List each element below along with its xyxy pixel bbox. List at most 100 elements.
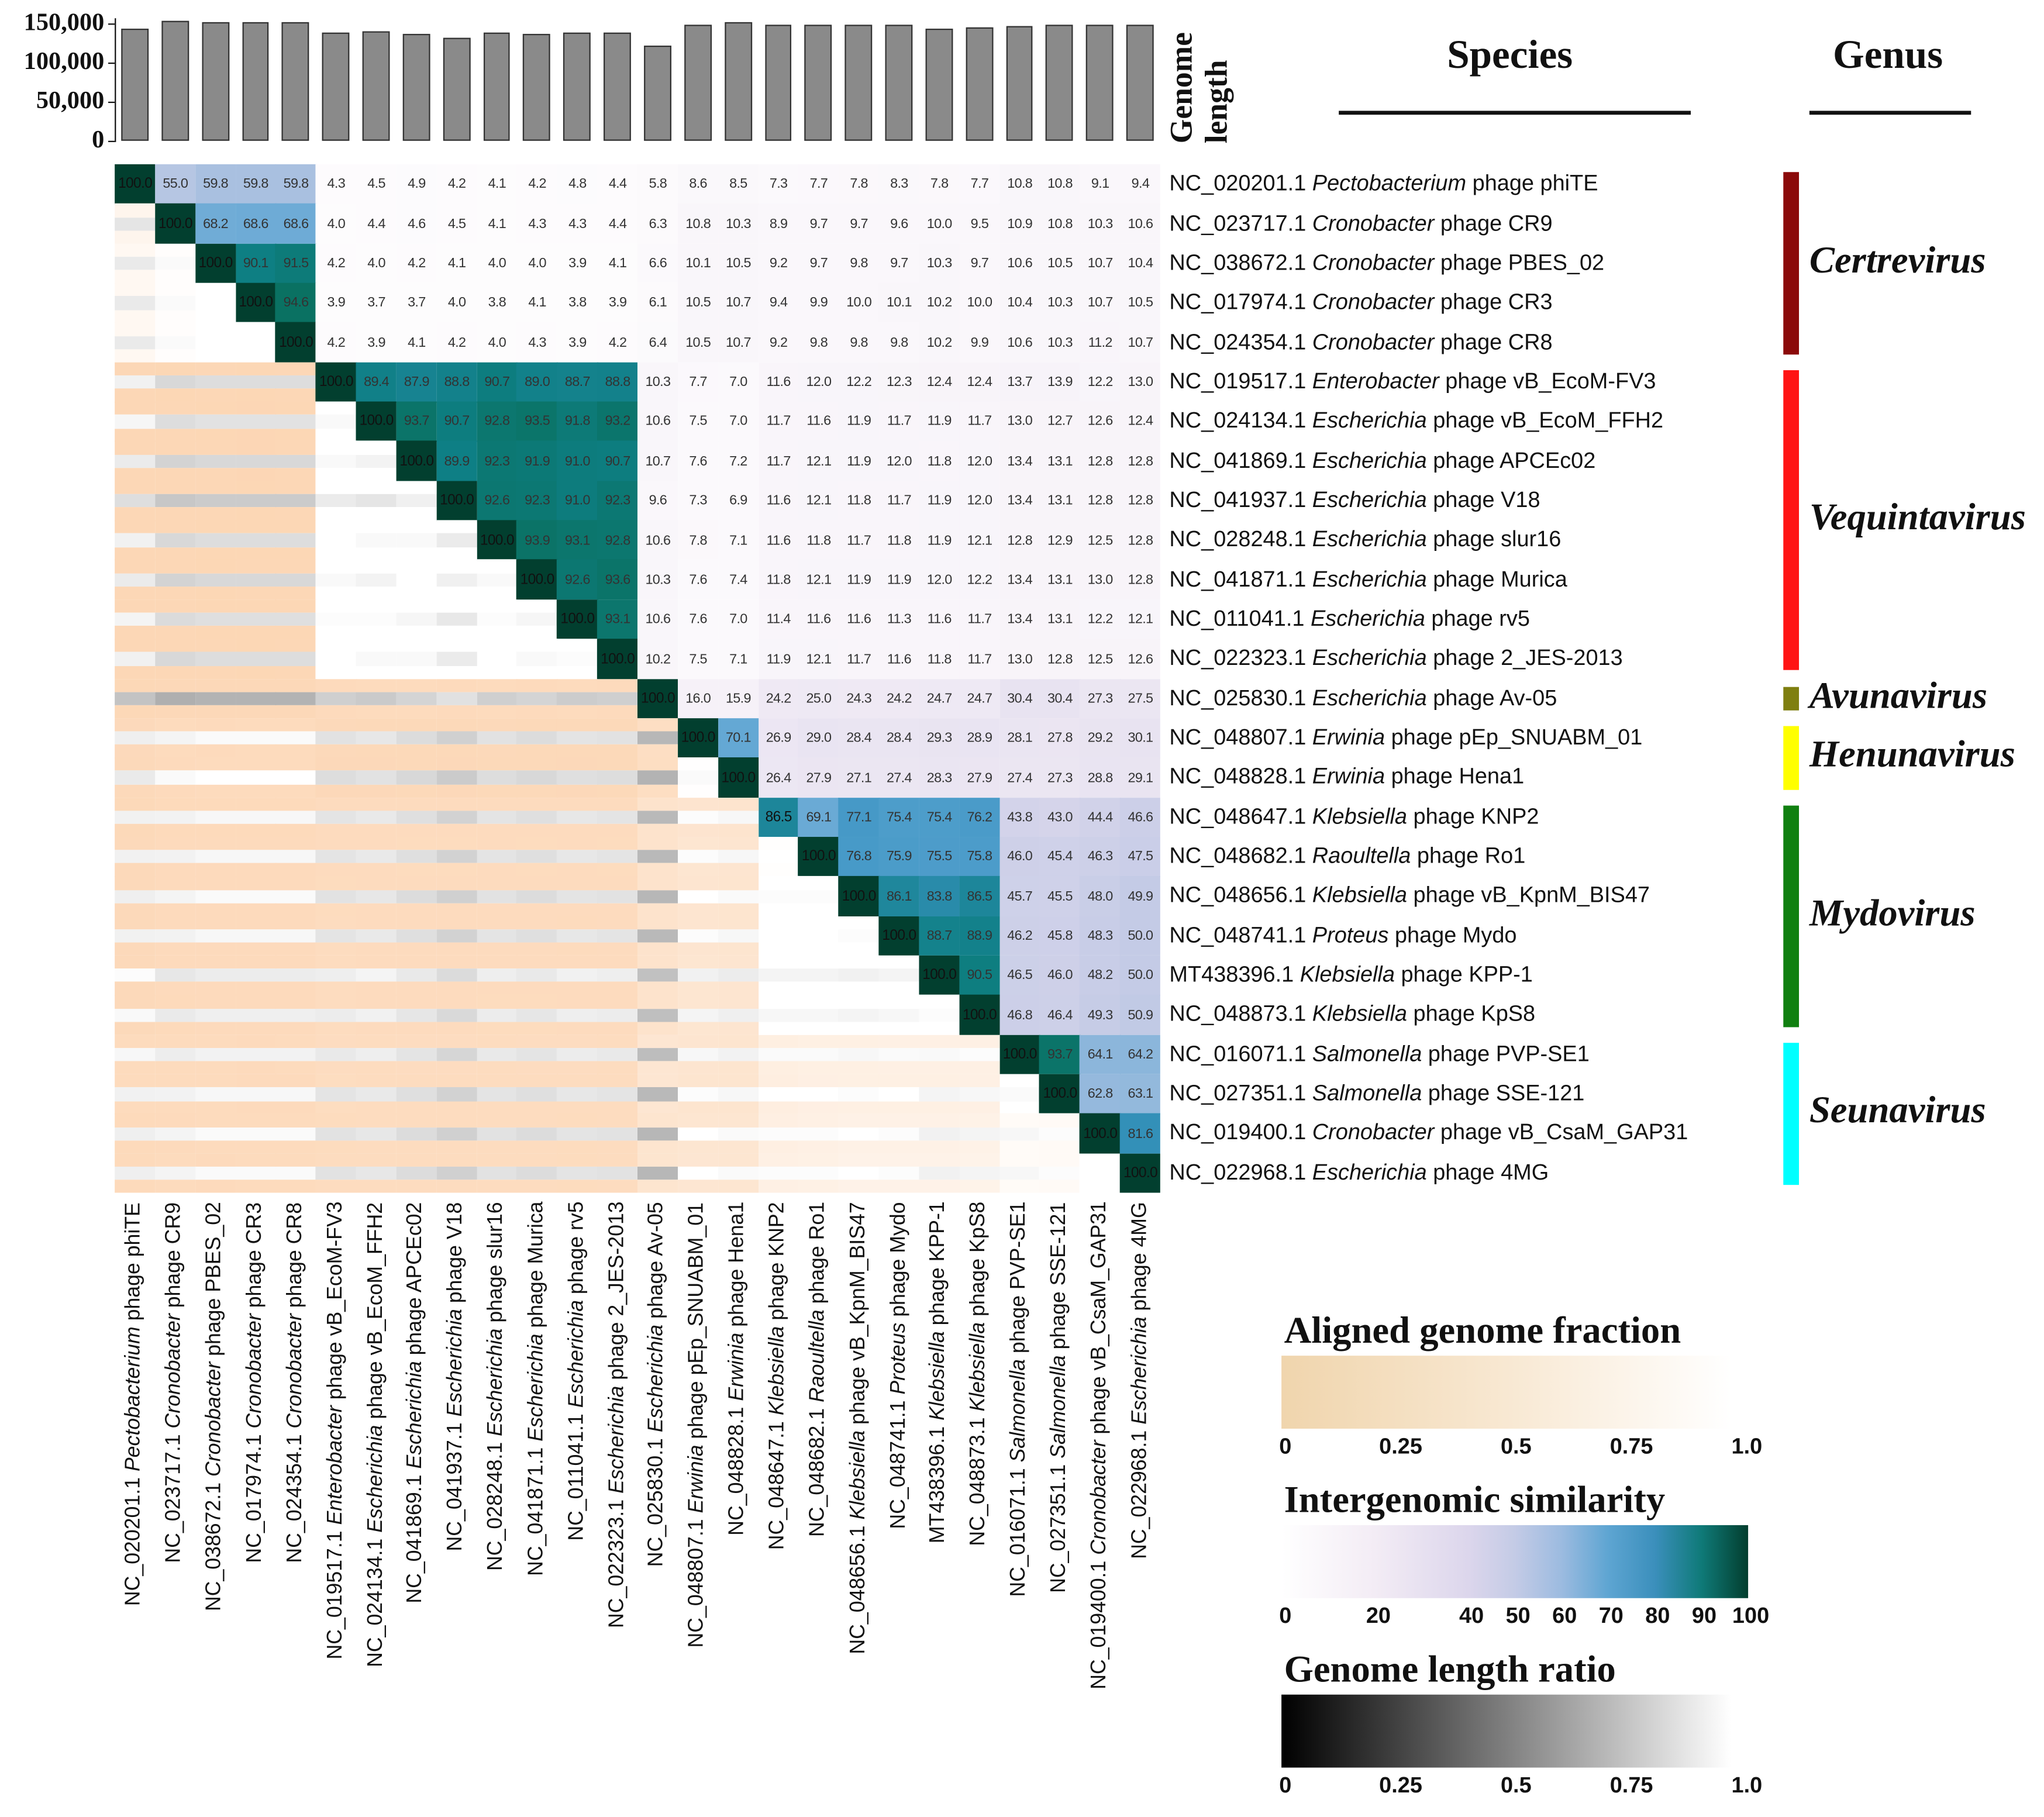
aligned-fraction-stripe [315,639,357,653]
aligned-fraction-stripe [154,243,196,257]
accession: NC_027351.1 [1047,1458,1070,1593]
aligned-fraction-stripe [798,1180,839,1194]
aligned-fraction-stripe [677,1180,719,1194]
aligned-fraction-stripe [275,547,317,561]
length-ratio-stripe [315,533,357,547]
phage-name: phage PBES_02 [1434,250,1605,275]
heatmap-cell: 11.3 [878,599,920,640]
heatmap-lower-cell [235,757,277,798]
bar-y-axis-line [115,18,116,142]
heatmap-cell: 12.0 [878,441,920,482]
heatmap-lower-cell [476,995,518,1036]
aligned-fraction-stripe [235,547,277,561]
heatmap-cell: 5.8 [637,164,678,205]
length-ratio-stripe [476,1087,518,1101]
heatmap-cell: 7.2 [718,441,759,482]
phage-name: phage Hena1 [726,1202,749,1333]
heatmap-cell: 76.2 [959,797,1000,837]
aligned-fraction-stripe [476,916,518,929]
length-ratio-stripe [396,850,437,864]
aligned-fraction-stripe [115,428,156,442]
accession: NC_023717.1 [163,1428,186,1563]
host-genus: Klebsiella [1312,804,1407,829]
length-ratio-stripe [275,771,317,785]
accession: NC_024134.1 [364,1532,387,1667]
aligned-fraction-stripe [315,955,357,969]
heatmap-cell: 10.6 [637,599,678,640]
host-genus: Escherichia [444,1308,467,1416]
heatmap-cell: 10.0 [959,282,1000,323]
length-ratio-stripe [235,454,277,468]
aligned-fraction-stripe [275,480,317,494]
aligned-fraction-stripe [798,955,839,969]
length-ratio-stripe [235,1047,277,1061]
genus-label: Henunavirus [1809,734,2015,776]
aligned-fraction-stripe [637,1061,678,1075]
aligned-fraction-stripe [878,1153,920,1167]
heatmap-lower-cell [115,757,156,798]
aligned-fraction-stripe [798,1034,839,1048]
aligned-fraction-stripe [1080,1153,1121,1167]
aligned-fraction-stripe [396,560,437,574]
genus-label: Certrevirus [1809,239,1986,282]
heatmap-lower-cell [275,1034,317,1075]
aligned-fraction-stripe [235,823,277,837]
aligned-fraction-stripe [476,1153,518,1167]
heatmap-lower-cell [436,718,478,758]
aligned-fraction-stripe [557,1180,598,1194]
length-ratio-stripe [275,415,317,429]
heatmap-lower-cell [315,599,357,640]
heatmap-cell: 12.8 [1080,441,1121,482]
host-genus: Cronobacter [1312,1120,1435,1146]
heatmap-lower-cell [758,995,799,1036]
aligned-fraction-stripe [195,480,236,494]
heatmap-lower-cell [516,718,558,758]
row-label: NC_023717.1 Cronobacter phage CR9 [1169,211,1552,237]
heatmap-lower-cell [637,916,678,956]
heatmap-lower-cell [235,955,277,996]
heatmap-cell: 59.8 [235,164,277,205]
aligned-fraction-stripe [195,705,236,719]
aligned-fraction-stripe [959,1153,1000,1167]
aligned-fraction-stripe [959,1101,1000,1115]
aligned-fraction-stripe [356,1180,397,1194]
legend-tick-label: 1.0 [1731,1433,1763,1459]
aligned-fraction-stripe [356,876,397,890]
heatmap-cell: 27.3 [1080,678,1121,719]
aligned-fraction-stripe [115,718,156,732]
heatmap-cell: 100.0 [878,916,920,956]
aligned-fraction-stripe [436,666,478,680]
heatmap-cell: 69.1 [798,797,839,837]
aligned-fraction-stripe [436,678,478,692]
aligned-fraction-stripe [396,1034,437,1048]
heatmap-lower-cell [838,916,880,956]
heatmap-cell: 11.6 [758,362,799,402]
aligned-fraction-stripe [557,705,598,719]
heatmap-cell: 48.0 [1080,876,1121,917]
accession: NC_022323.1 [605,1494,628,1629]
aligned-fraction-stripe [235,982,277,996]
aligned-fraction-stripe [516,863,558,877]
length-ratio-stripe [597,889,639,904]
heatmap-lower-cell [235,1113,277,1154]
aligned-fraction-stripe [235,876,277,890]
aligned-fraction-stripe [235,626,277,640]
length-ratio-stripe [315,652,357,666]
length-ratio-stripe [115,929,156,943]
length-ratio-stripe [115,375,156,389]
length-ratio-stripe [154,1087,196,1101]
aligned-fraction-stripe [436,903,478,917]
legend-similarity-gradient [1281,1525,1749,1598]
aligned-fraction-stripe [154,362,196,375]
heatmap-lower-cell [516,995,558,1036]
aligned-fraction-stripe [516,1153,558,1167]
aligned-fraction-stripe [597,955,639,969]
length-ratio-stripe [115,494,156,508]
heatmap-lower-cell [115,876,156,917]
phage-name: phage vB_CsaM_GAP31 [1434,1120,1688,1146]
aligned-fraction-stripe [476,863,518,877]
aligned-fraction-stripe [195,1113,236,1128]
heatmap-lower-cell [476,718,518,758]
phage-name: phage APCEc02 [404,1202,427,1361]
accession: NC_024134.1 [1169,408,1312,433]
